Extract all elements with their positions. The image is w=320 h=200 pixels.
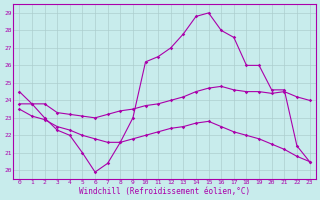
X-axis label: Windchill (Refroidissement éolien,°C): Windchill (Refroidissement éolien,°C): [79, 187, 250, 196]
